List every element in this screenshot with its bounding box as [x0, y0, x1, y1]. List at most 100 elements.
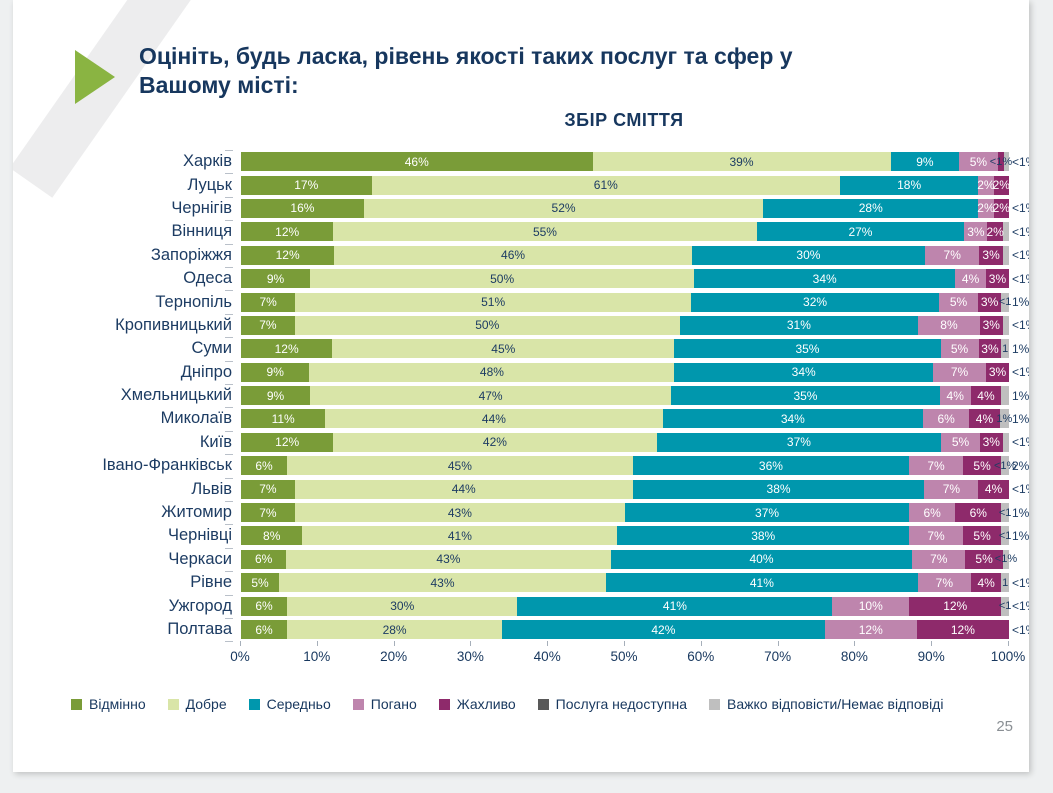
x-tick [777, 641, 779, 646]
segment-label: 41% [447, 528, 472, 543]
segment-label: 8% [940, 318, 958, 333]
bar-segment: 30% [691, 245, 926, 265]
segment-label: 5% [973, 528, 991, 543]
bar-row: Тернопіль 7% 51% 32% 5% 3% <1 1% [13, 290, 1029, 313]
legend-swatch [248, 698, 260, 710]
y-tick [225, 173, 233, 175]
segment-label: <1 [998, 296, 1012, 309]
question-title-line1: Оцініть, будь ласка, рівень якості таких… [139, 43, 793, 69]
bar-segment: 5% [939, 292, 978, 312]
legend-item: Жахливо [438, 696, 516, 712]
category-label: Вінниця [171, 222, 233, 241]
bar-segment: 4% [939, 386, 971, 406]
x-tick [624, 641, 625, 646]
end-label: <1% [1012, 248, 1029, 263]
segment-label: 9% [266, 365, 284, 380]
bar-segment: 40% [610, 549, 913, 569]
bar-row: Івано-Франківськ 6% 45% 36% 7% 5% <1% 2% [13, 454, 1029, 477]
segment-label: 28% [858, 201, 883, 216]
segment-label: 61% [593, 178, 618, 193]
bar-segment: 6% [241, 549, 287, 569]
bar-track: 46%39%9%5%<1%<1% [241, 152, 1029, 172]
bar-segment: 35% [671, 386, 940, 406]
bar-segment: 7% [241, 292, 296, 312]
segment-label: 6% [254, 552, 273, 567]
bar-segment: 3% [978, 339, 1002, 359]
segment-label: 50% [475, 318, 500, 333]
segment-label: 31% [786, 318, 811, 333]
bar-segment: 43% [286, 549, 611, 569]
segment-label: 3% [967, 224, 985, 239]
segment-label: 1% [996, 412, 1013, 425]
segment-label: 41% [662, 599, 687, 614]
category-label: Дніпро [180, 362, 232, 381]
y-tick [225, 524, 233, 526]
bar-row: Львів 7% 44% 38% 7% 4% <1% [13, 477, 1029, 500]
bar-segment: 3% [985, 269, 1009, 289]
bar-segment: 6% [909, 503, 956, 523]
bar-track: 9% 50% 34% 4% 3% <1% [241, 269, 1029, 289]
bar-track: 6% 45% 36% 7% 5% <1% 2% [241, 456, 1029, 476]
segment-label: 9% [916, 154, 934, 169]
segment-label: 3% [988, 365, 1007, 380]
x-tick [393, 641, 395, 646]
segment-label: 12% [943, 599, 968, 614]
bar-segment: 4% [970, 386, 1002, 406]
end-label: 1% [1012, 411, 1029, 426]
y-tick [225, 501, 233, 502]
bar-segment: 18% [840, 175, 979, 195]
segment-label: 35% [795, 341, 820, 356]
bar-row: Чернівці 8% 41% 38% 7% 5% <1 1% [13, 524, 1029, 547]
bar-segment [1001, 386, 1009, 406]
segment-label: 39% [729, 154, 754, 169]
segment-label: 4% [984, 482, 1003, 497]
bar-segment: 3% [986, 362, 1009, 382]
x-tick-label: 70% [764, 649, 792, 664]
bar-segment: 3% [977, 292, 1002, 312]
x-tick-label: 90% [917, 649, 945, 664]
bar-segment: 45% [332, 339, 675, 359]
bar-segment: 6% [241, 596, 288, 616]
bar-segment: 55% [333, 222, 757, 242]
bar-segment: 7% [932, 362, 987, 382]
bar-segment: 2% [977, 175, 995, 195]
bar-segment: 3% [979, 245, 1003, 265]
bar-segment: 7% [917, 573, 971, 593]
segment-label: 9% [266, 271, 285, 286]
category-label: Луцьк [187, 175, 232, 194]
segment-label: 4% [977, 575, 995, 590]
segment-label: 34% [812, 271, 837, 286]
segment-label: 41% [749, 575, 774, 590]
bar-segment: 34% [674, 362, 933, 382]
bar-segment: 9% [241, 269, 311, 289]
bar-segment: 37% [624, 503, 910, 523]
segment-label: 12% [275, 224, 300, 239]
bar-row: Суми 12% 45% 35% 5% 3% 1 1% [13, 337, 1029, 360]
chart-title: ЗБІР СМІТТЯ [564, 110, 684, 130]
y-tick [225, 641, 233, 643]
legend-label: Відмінно [89, 696, 146, 712]
bar-segment: 38% [617, 526, 910, 546]
bar-segment [1002, 315, 1009, 335]
category-label: Ужгород [168, 596, 232, 615]
x-tick [931, 641, 933, 646]
segment-label: 2% [977, 178, 995, 193]
segment-label: 2% [992, 178, 1010, 193]
bar-row: Житомир 7% 43% 37% 6% 6% <1 1% [13, 501, 1029, 524]
segment-label: 7% [950, 365, 969, 380]
legend-label: Добре [185, 696, 227, 712]
segment-label: 7% [259, 482, 277, 497]
bar-segment: 12% [241, 339, 333, 359]
segment-label: 44% [451, 482, 476, 497]
bar-segment: 2% [993, 198, 1010, 218]
category-label: Івано-Франківськ [102, 456, 232, 475]
bar-row: Ужгород 6% 30% 41% 10% 12% <1<1% [13, 594, 1029, 617]
end-label: <1% [1012, 224, 1029, 239]
bar-segment: 7% [241, 503, 295, 523]
bar-segment: 51% [295, 292, 691, 312]
segment-label: 17% [294, 178, 319, 193]
segment-label: 7% [942, 482, 961, 497]
bullet-arrow-icon [75, 50, 115, 104]
